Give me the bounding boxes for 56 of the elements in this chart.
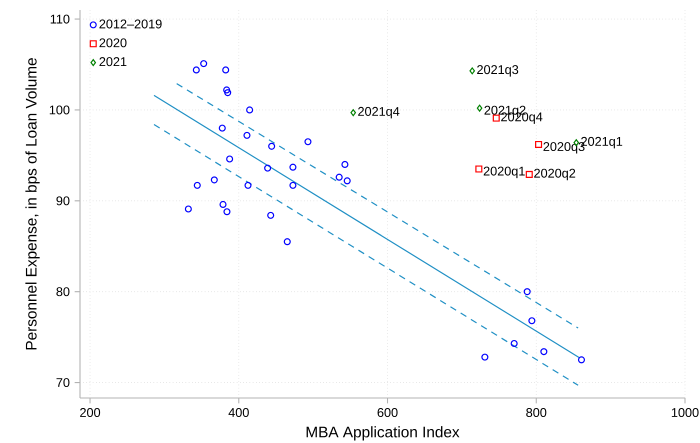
point bbox=[194, 182, 201, 189]
point bbox=[267, 212, 274, 219]
point bbox=[528, 317, 536, 324]
point bbox=[526, 170, 533, 178]
x-axis-title: MBA Application Index bbox=[306, 426, 460, 440]
point bbox=[244, 182, 252, 189]
point bbox=[219, 200, 227, 208]
point bbox=[510, 340, 518, 348]
point bbox=[341, 160, 348, 168]
annotation: 2020q1 bbox=[484, 166, 525, 178]
x-tick-label: 200 bbox=[80, 408, 100, 418]
point bbox=[535, 140, 542, 148]
x-tick-label: 400 bbox=[228, 408, 249, 418]
x-tick-label: 800 bbox=[526, 408, 546, 418]
x-tick-label: 600 bbox=[378, 408, 398, 418]
point bbox=[192, 66, 200, 74]
point bbox=[336, 174, 343, 181]
legend-label: 2021 bbox=[99, 57, 126, 66]
point bbox=[222, 66, 230, 74]
annotation: 2021q4 bbox=[358, 106, 400, 118]
legend-label: 2012–2019 bbox=[99, 19, 162, 28]
y-axis-title: Personnel Expense, in bps of Loan Volume bbox=[25, 58, 40, 350]
point bbox=[289, 164, 296, 171]
x-tick-label: 1000 bbox=[672, 408, 699, 418]
y-tick-label: 70 bbox=[56, 378, 70, 388]
point bbox=[304, 138, 312, 146]
point bbox=[578, 356, 586, 364]
point bbox=[264, 164, 272, 172]
legend-label: 2020 bbox=[99, 38, 127, 48]
point bbox=[350, 109, 356, 116]
point bbox=[540, 348, 548, 356]
point bbox=[481, 354, 488, 361]
point bbox=[224, 89, 232, 96]
annotation: 2021q3 bbox=[477, 65, 518, 77]
point bbox=[243, 132, 250, 139]
point bbox=[289, 182, 296, 189]
point bbox=[223, 208, 230, 216]
point bbox=[469, 67, 476, 74]
point bbox=[226, 155, 234, 163]
point bbox=[218, 124, 226, 132]
annotation: 2020q2 bbox=[534, 168, 576, 180]
y-tick-label: 100 bbox=[50, 105, 70, 114]
point bbox=[223, 86, 230, 94]
point bbox=[200, 60, 208, 68]
point bbox=[344, 177, 351, 184]
y-tick-label: 80 bbox=[56, 287, 70, 296]
y-tick-label: 110 bbox=[50, 14, 70, 24]
point bbox=[268, 142, 276, 150]
y-tick-label: 90 bbox=[56, 196, 70, 206]
point bbox=[475, 165, 482, 173]
point bbox=[246, 106, 254, 114]
point bbox=[184, 205, 192, 213]
point bbox=[476, 104, 482, 112]
point bbox=[524, 288, 531, 296]
point bbox=[210, 176, 218, 184]
point bbox=[284, 238, 291, 246]
